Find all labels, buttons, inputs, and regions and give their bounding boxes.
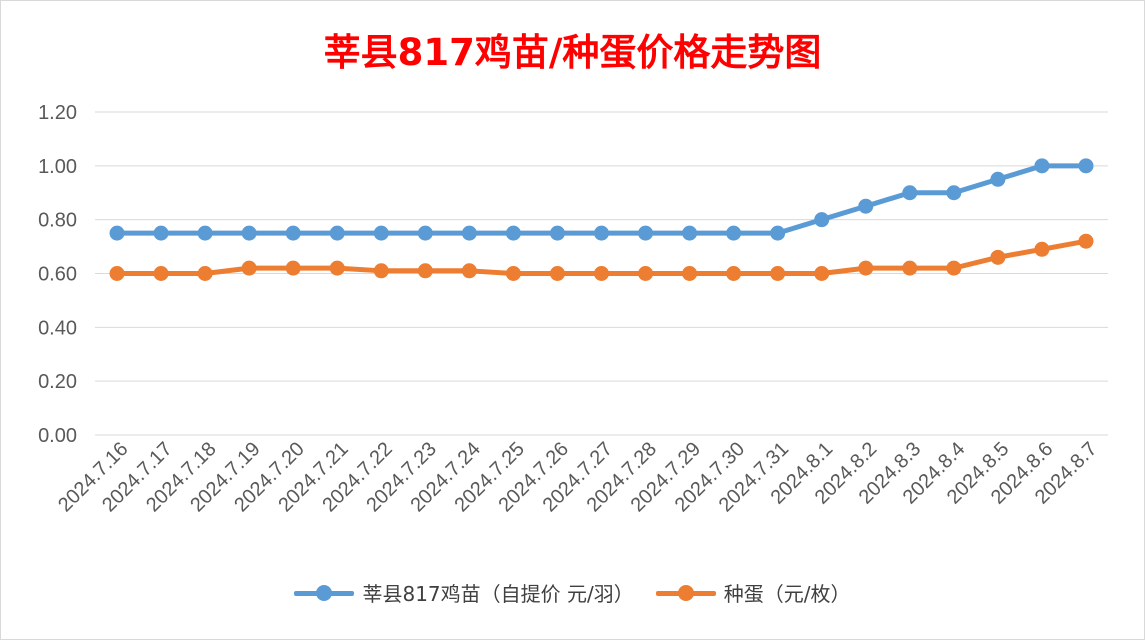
data-point-1	[417, 263, 433, 279]
data-point-1	[946, 260, 962, 276]
legend-item-egg: 种蛋（元/枚）	[655, 578, 851, 607]
chart-title: 莘县817鸡苗/种蛋价格走势图	[323, 31, 822, 74]
data-point-1	[1034, 241, 1050, 257]
data-point-1	[1078, 233, 1094, 249]
data-point-0	[109, 225, 125, 241]
data-point-0	[638, 225, 654, 241]
y-tick-label: 0.80	[38, 210, 77, 232]
series-line-0	[114, 163, 1089, 236]
data-point-0	[373, 225, 389, 241]
legend-label-chick: 莘县817鸡苗（自提价 元/羽）	[362, 582, 634, 606]
y-tick-label: 0.40	[38, 317, 77, 339]
data-point-1	[594, 266, 609, 281]
data-point-1	[285, 260, 301, 276]
data-point-0	[770, 225, 786, 241]
legend-item-chick: 莘县817鸡苗（自提价 元/羽）	[294, 578, 634, 607]
data-point-0	[594, 225, 609, 241]
y-tick-label: 1.00	[38, 156, 77, 178]
y-tick-label: 1.20	[38, 102, 77, 124]
data-point-0	[946, 185, 962, 201]
data-point-1	[814, 266, 830, 281]
legend-swatch-chick	[294, 584, 355, 601]
data-point-0	[241, 225, 257, 241]
data-point-1	[153, 266, 169, 281]
data-point-0	[1078, 158, 1094, 174]
data-point-0	[461, 225, 477, 241]
data-point-0	[990, 171, 1006, 187]
data-point-0	[726, 225, 742, 241]
data-point-0	[1034, 158, 1050, 174]
data-point-1	[682, 266, 698, 281]
y-tick-label: 0.20	[38, 371, 77, 393]
data-point-0	[682, 225, 698, 241]
data-point-0	[858, 198, 874, 214]
data-point-1	[549, 266, 565, 281]
legend-swatch-egg	[655, 584, 716, 601]
chart-legend: 莘县817鸡苗（自提价 元/羽） 种蛋（元/枚）	[0, 578, 1145, 607]
data-point-0	[549, 225, 565, 241]
data-point-0	[153, 225, 169, 241]
legend-label-egg: 种蛋（元/枚）	[723, 582, 851, 606]
data-point-1	[770, 266, 786, 281]
data-point-1	[197, 266, 213, 281]
data-point-1	[373, 263, 389, 279]
data-point-0	[197, 225, 213, 241]
data-point-1	[329, 260, 345, 276]
data-point-0	[902, 185, 918, 201]
data-point-0	[329, 225, 345, 241]
data-point-1	[461, 263, 477, 279]
data-point-0	[814, 212, 830, 228]
data-point-1	[109, 266, 125, 281]
data-point-0	[417, 225, 433, 241]
data-point-1	[505, 266, 521, 281]
data-point-0	[505, 225, 521, 241]
data-point-1	[858, 260, 874, 276]
y-tick-label: 0.60	[38, 264, 77, 286]
data-point-0	[285, 225, 301, 241]
data-point-1	[726, 266, 742, 281]
data-point-1	[990, 249, 1006, 265]
data-point-1	[902, 260, 918, 276]
data-point-1	[241, 260, 257, 276]
data-point-1	[638, 266, 654, 281]
y-tick-label: 0.00	[38, 425, 77, 447]
